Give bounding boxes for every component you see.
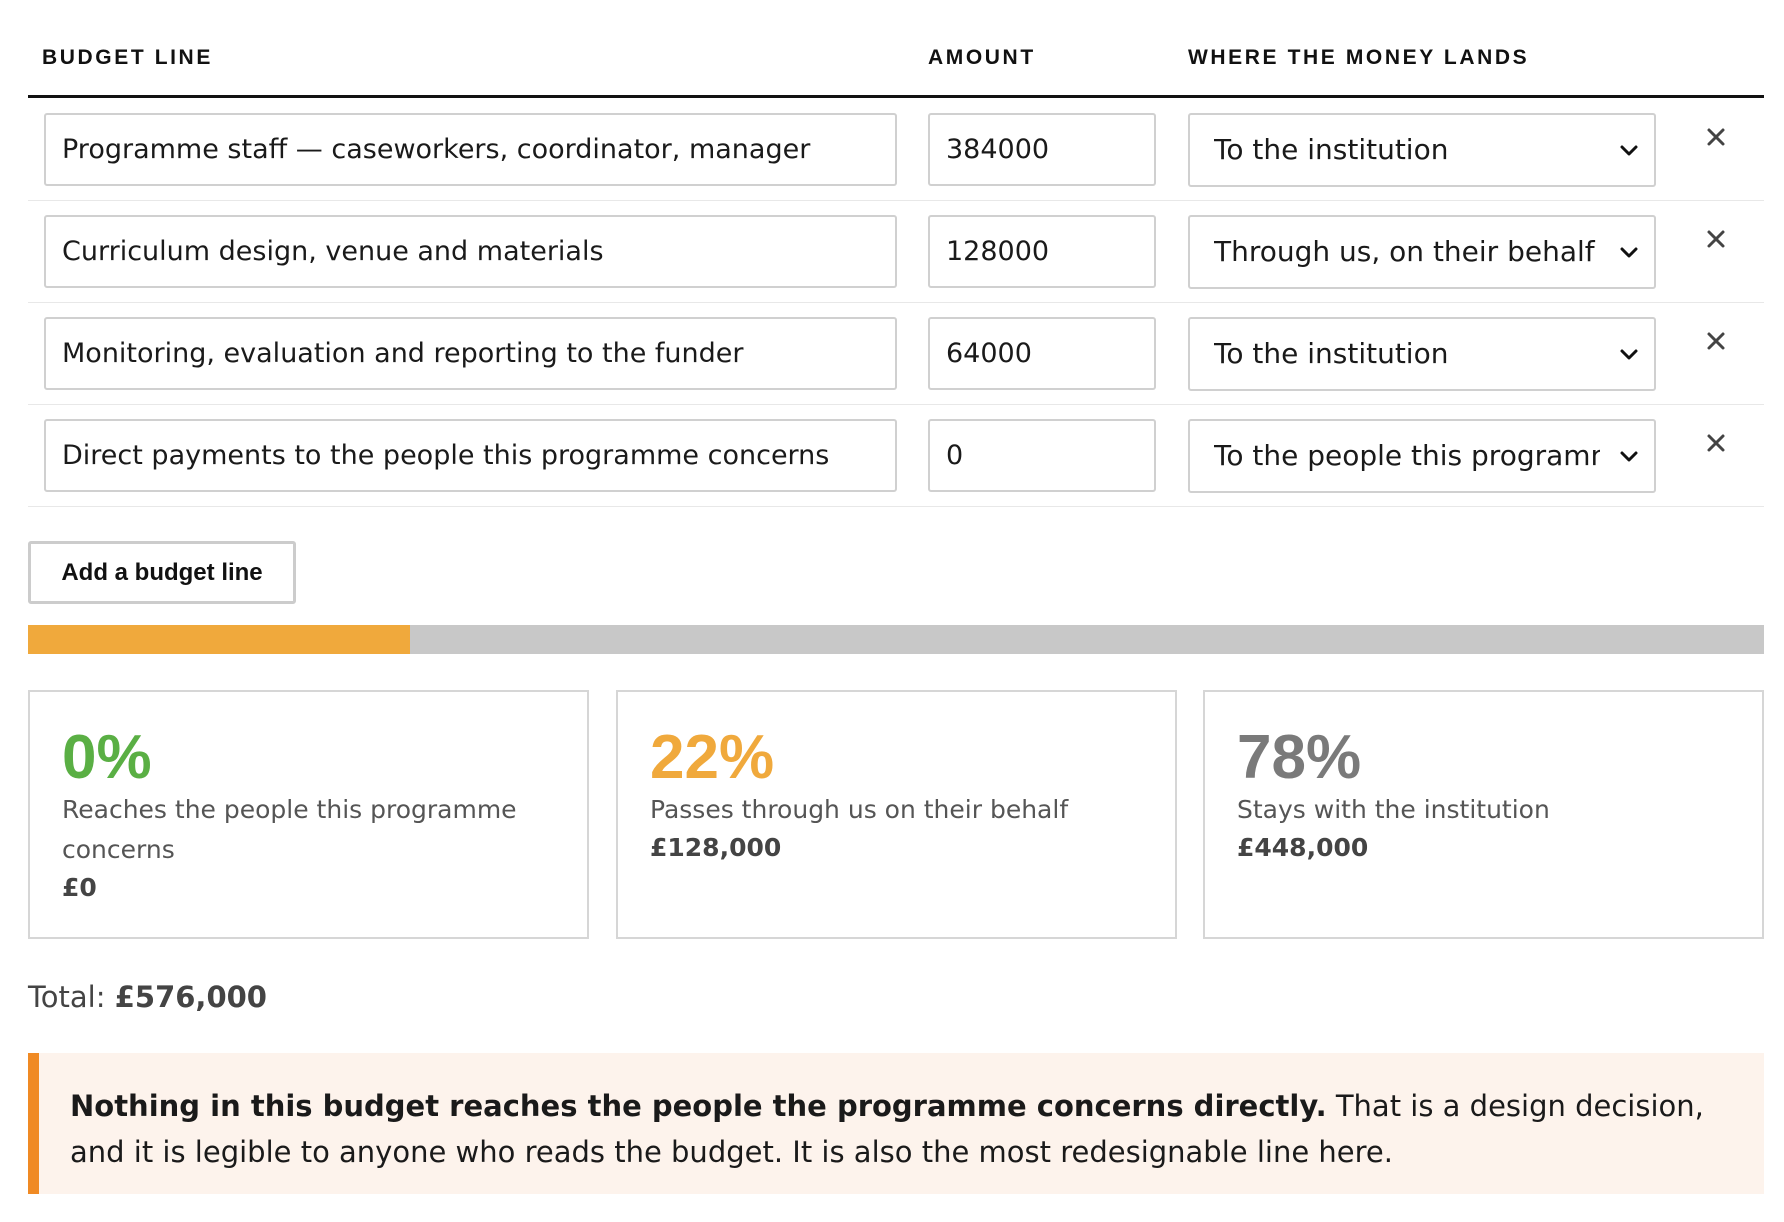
budget-line-amount-input[interactable] (928, 317, 1156, 390)
chevron-down-icon (1620, 451, 1638, 462)
budget-row: To the people this programme concerns (28, 405, 1764, 507)
budget-line-description-input[interactable] (44, 215, 897, 288)
close-icon (1707, 332, 1725, 350)
card-label: Passes through us on their behalf (650, 795, 1069, 824)
budget-row: To the institution (28, 303, 1764, 405)
card-percent: 22% (650, 723, 775, 792)
distribution-bar (28, 625, 1764, 654)
destination-select[interactable]: Through us, on their behalf (1188, 215, 1656, 289)
card-label: Reaches the people this programme concer… (62, 795, 517, 864)
budget-total: Total: £576,000 (28, 980, 267, 1014)
budget-row: Through us, on their behalf (28, 201, 1764, 303)
budget-line-description-input[interactable] (44, 113, 897, 186)
chevron-down-icon (1620, 145, 1638, 156)
total-value: £576,000 (114, 980, 267, 1014)
card-amount: £128,000 (650, 833, 782, 862)
table-header: BUDGET LINE AMOUNT WHERE THE MONEY LANDS (28, 0, 1764, 98)
destination-select-value: To the people this programme concerns (1214, 439, 1600, 472)
remove-row-button[interactable] (1700, 325, 1732, 357)
distribution-bar-fill (28, 625, 410, 654)
notice-text: That is a design decision, and it is leg… (70, 1089, 1704, 1169)
close-icon (1707, 230, 1725, 248)
chevron-down-icon (1620, 247, 1638, 258)
remove-row-button[interactable] (1700, 223, 1732, 255)
close-icon (1707, 128, 1725, 146)
budget-line-amount-input[interactable] (928, 419, 1156, 492)
destination-select[interactable]: To the institution (1188, 317, 1656, 391)
column-header-budget-line: BUDGET LINE (42, 46, 213, 69)
budget-row: To the institution (28, 99, 1764, 201)
budget-notice: Nothing in this budget reaches the peopl… (28, 1053, 1764, 1194)
summary-card-people: 0% Reaches the people this programme con… (28, 690, 589, 939)
destination-select[interactable]: To the people this programme concerns (1188, 419, 1656, 493)
summary-card-institution: 78% Stays with the institution £448,000 (1203, 690, 1764, 939)
card-percent: 78% (1237, 723, 1362, 792)
chevron-down-icon (1620, 349, 1638, 360)
total-label: Total: (28, 980, 106, 1014)
card-amount: £0 (62, 873, 97, 902)
destination-select-value: Through us, on their behalf (1214, 235, 1595, 268)
card-label-block: Passes through us on their behalf £128,0… (650, 790, 1150, 866)
card-label-block: Stays with the institution £448,000 (1237, 790, 1737, 866)
destination-select[interactable]: To the institution (1188, 113, 1656, 187)
remove-row-button[interactable] (1700, 427, 1732, 459)
budget-line-amount-input[interactable] (928, 113, 1156, 186)
card-label-block: Reaches the people this programme concer… (62, 790, 562, 906)
destination-select-value: To the institution (1214, 337, 1449, 370)
destination-select-value: To the institution (1214, 133, 1449, 166)
card-amount: £448,000 (1237, 833, 1369, 862)
card-label: Stays with the institution (1237, 795, 1550, 824)
column-header-where-money-lands: WHERE THE MONEY LANDS (1188, 46, 1530, 69)
column-header-amount: AMOUNT (928, 46, 1036, 69)
budget-line-description-input[interactable] (44, 317, 897, 390)
remove-row-button[interactable] (1700, 121, 1732, 153)
close-icon (1707, 434, 1725, 452)
card-percent: 0% (62, 723, 152, 792)
notice-bold-text: Nothing in this budget reaches the peopl… (70, 1089, 1327, 1123)
budget-line-description-input[interactable] (44, 419, 897, 492)
add-budget-line-button[interactable]: Add a budget line (28, 541, 296, 604)
summary-card-through-us: 22% Passes through us on their behalf £1… (616, 690, 1177, 939)
budget-line-amount-input[interactable] (928, 215, 1156, 288)
